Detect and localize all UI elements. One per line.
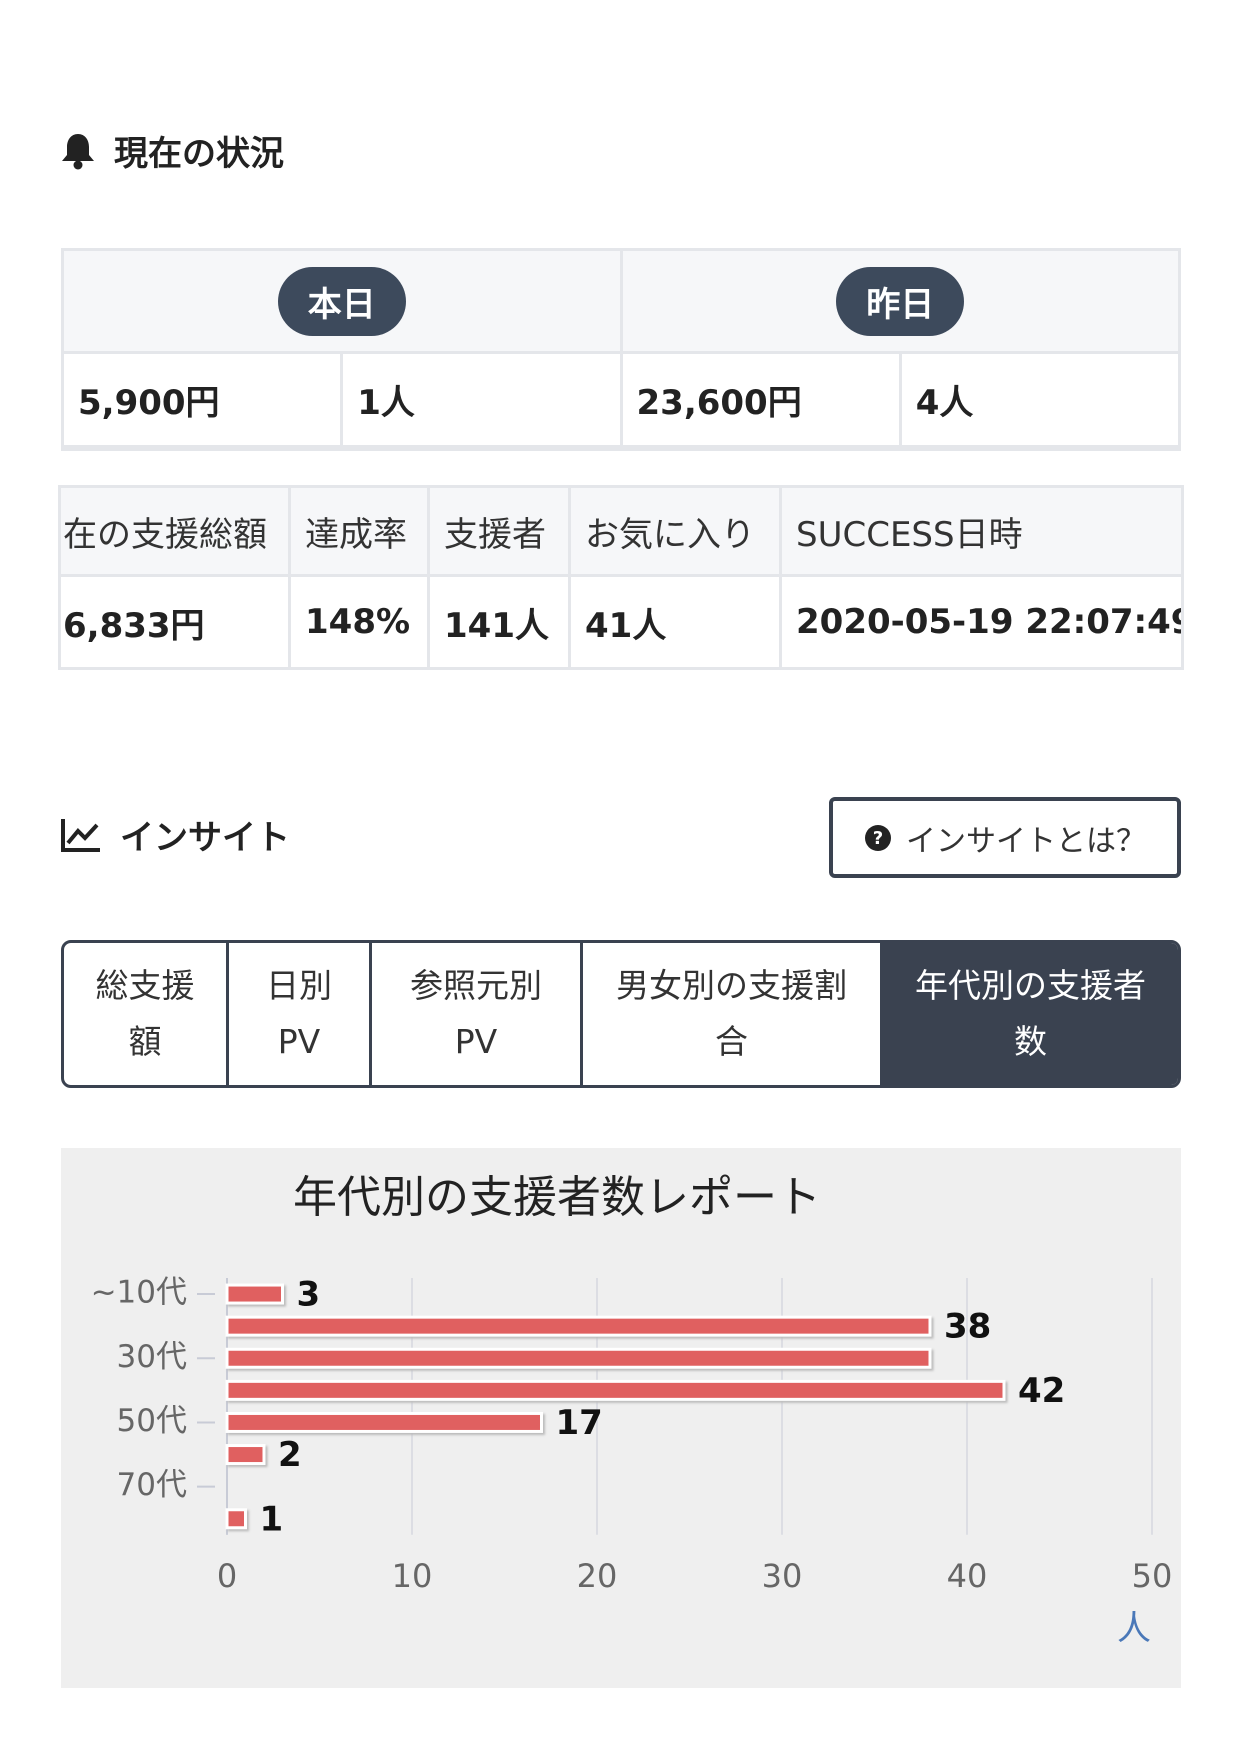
x-tick-label: 20 [577, 1557, 618, 1595]
help-icon: ? [865, 824, 891, 851]
tab[interactable]: 総支援額 [64, 943, 229, 1085]
today-cell: 本日 [61, 248, 623, 354]
x-tick-label: 30 [762, 1557, 803, 1595]
summary-value: 41人 [568, 574, 782, 670]
y-tick-label: 30代 [117, 1339, 187, 1375]
chart-icon [61, 818, 100, 852]
bar [225, 1347, 932, 1369]
data-label: 1 [260, 1499, 284, 1539]
bar [225, 1411, 543, 1433]
x-tick-label: 50 [1132, 1557, 1173, 1595]
insight-title: インサイト [120, 818, 290, 858]
tab[interactable]: 日別PV [229, 943, 372, 1085]
tab-bar: 総支援額 日別PV 参照元別PV 男女別の支援割合 年代別の支援者数 [61, 940, 1181, 1088]
x-axis-label: 人 [1117, 1609, 1151, 1649]
data-label: 42 [1018, 1371, 1065, 1411]
bar [225, 1508, 247, 1530]
tab-active[interactable]: 年代別の支援者数 [883, 943, 1178, 1085]
yesterday-cell: 昨日 [619, 248, 1181, 354]
status-heading: 現在の状況 [60, 126, 284, 175]
summary-value: 6,833円 [58, 574, 291, 670]
summary-value: 148% [288, 574, 430, 670]
today-supporters: 1人 [340, 351, 623, 449]
y-tick-label: 70代 [117, 1467, 187, 1503]
today-amount: 5,900円 [60, 351, 344, 449]
yesterday-pill: 昨日 [836, 266, 965, 336]
summary-header: SUCCESS日時 [779, 485, 1184, 577]
bar [225, 1379, 1006, 1401]
summary-header: 支援者 [427, 485, 571, 577]
summary-value: 2020-05-19 22:07:49 [779, 574, 1184, 670]
x-tick-label: 0 [217, 1557, 237, 1595]
today-pill: 本日 [277, 266, 406, 336]
summary-table: 在の支援総額 達成率 支援者 お気に入り SUCCESS日時 6,833円 14… [58, 485, 1184, 670]
yesterday-amount: 23,600円 [619, 351, 902, 449]
help-button[interactable]: ? インサイトとは？ [829, 797, 1181, 878]
x-tick-label: 10 [392, 1557, 433, 1595]
yesterday-supporters: 4人 [898, 351, 1182, 449]
bar [225, 1283, 284, 1305]
status-title: 現在の状況 [114, 134, 284, 174]
chart-title: 年代別の支援者数レポート [293, 1172, 821, 1223]
svg-text:?: ? [873, 828, 883, 849]
data-label: 17 [556, 1403, 603, 1443]
summary-value: 141人 [427, 574, 571, 670]
data-label: 3 [297, 1275, 321, 1315]
status-table: 本日 昨日 5,900円 1人 23,600円 4人 [60, 248, 1182, 451]
data-label: 38 [944, 1307, 991, 1347]
y-tick-label: ~10代 [91, 1275, 187, 1311]
bar [225, 1315, 932, 1337]
help-label: インサイトとは？ [906, 823, 1146, 859]
chart: 年代別の支援者数レポート 0 10 20 30 40 50 人 ~10代 3 38 30代 42 50代… [61, 1148, 1181, 1688]
tab[interactable]: 男女別の支援割合 [583, 943, 883, 1085]
tab[interactable]: 参照元別PV [372, 943, 583, 1085]
data-label: 2 [278, 1435, 302, 1475]
summary-header: お気に入り [568, 485, 782, 577]
summary-header: 在の支援総額 [58, 485, 291, 577]
x-tick-label: 40 [947, 1557, 988, 1595]
summary-header: 達成率 [288, 485, 430, 577]
bell-icon [62, 133, 94, 169]
insight-heading: インサイト [60, 810, 290, 859]
bar [225, 1444, 266, 1466]
y-tick-label: 50代 [117, 1403, 187, 1439]
